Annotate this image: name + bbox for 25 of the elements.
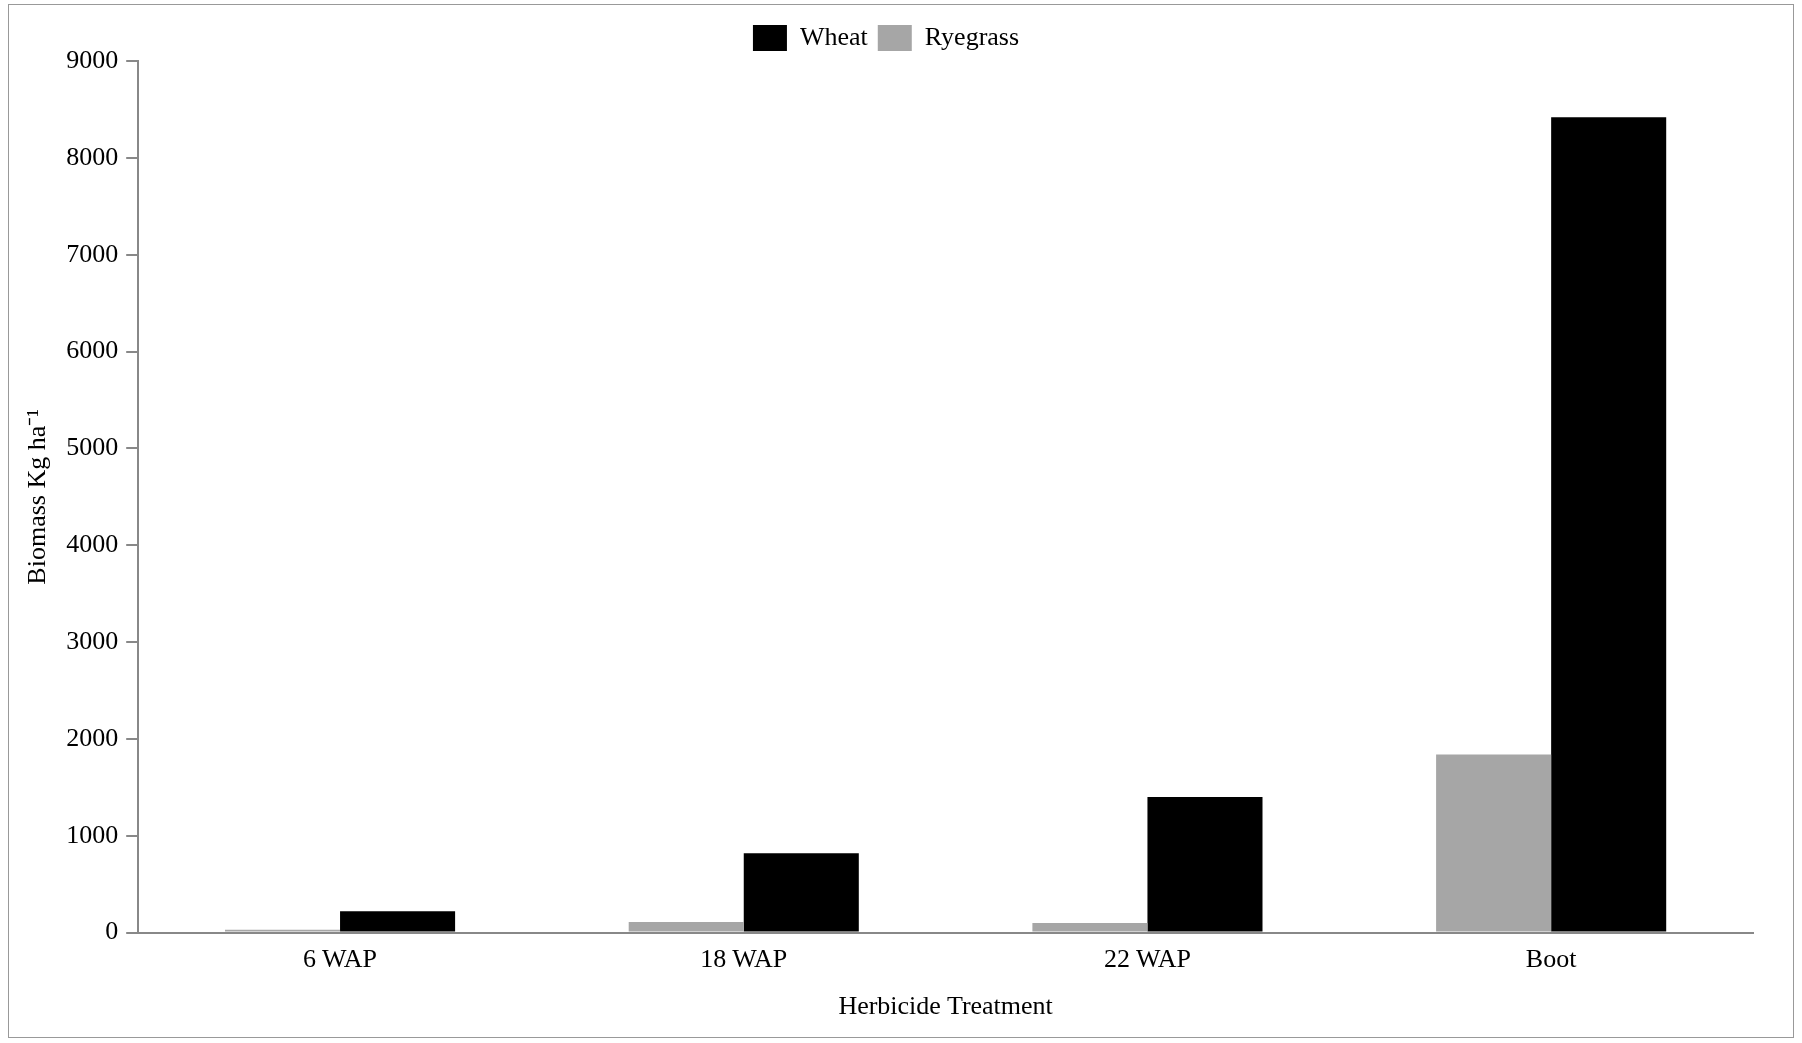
bar [743,853,859,932]
y-tick-label: 2000 [66,722,119,752]
bar [1032,922,1148,932]
y-tick-label: 4000 [66,529,119,559]
legend-label: Ryegrass [924,21,1020,51]
y-tick-label: 6000 [66,335,119,365]
x-tick-label: 6 WAP [303,944,378,974]
bar [1436,754,1552,932]
x-tick-label: Boot [1525,944,1578,974]
bar [1147,797,1263,932]
x-axis-title: Herbicide Treatment [838,991,1054,1021]
bar [628,921,744,932]
y-tick-label: 5000 [66,432,119,462]
y-tick-label: 3000 [66,625,119,655]
x-tick-label: 18 WAP [700,944,788,974]
bar [1551,117,1667,932]
y-tick-label: 0 [105,916,119,946]
y-tick-label: 7000 [66,238,119,268]
x-tick-label: 22 WAP [1103,944,1191,974]
y-tick-label: 8000 [66,141,119,171]
legend-label: Wheat [799,21,869,51]
bar [340,911,456,932]
y-axis-title: Biomass Kg ha⁻¹ [22,408,52,585]
y-tick-label: 1000 [66,819,119,849]
y-tick-label: 9000 [66,44,119,74]
